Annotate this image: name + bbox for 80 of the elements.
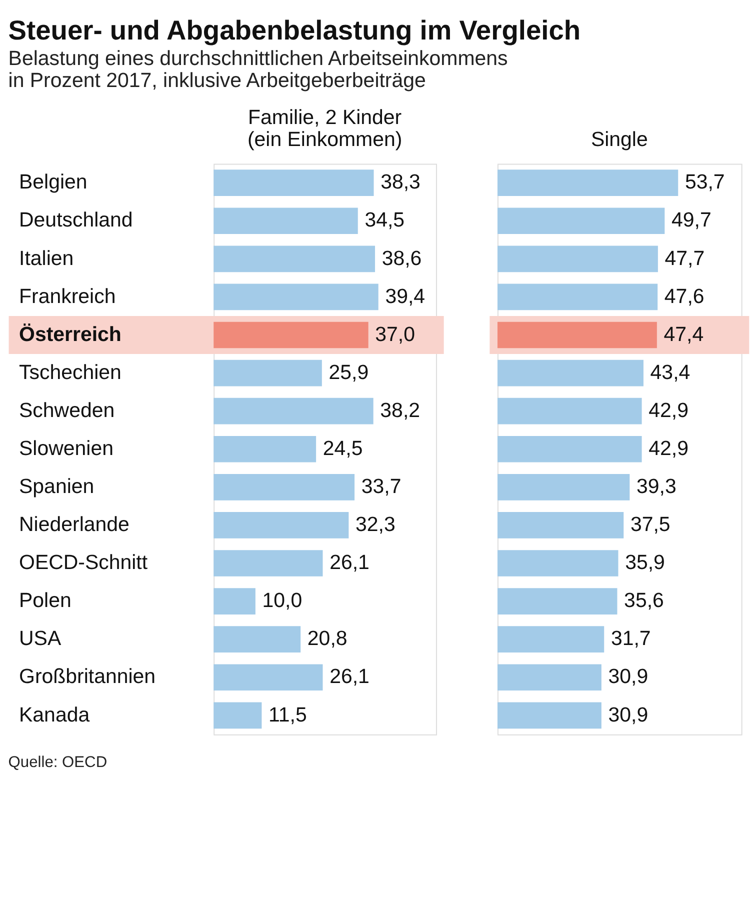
y-tick-label: Schweden (19, 398, 115, 422)
bar (214, 322, 368, 348)
data-label: 20,8 (307, 627, 348, 650)
y-tick-label: Tschechien (19, 360, 122, 384)
y-tick-label: Slowenien (19, 436, 114, 460)
y-tick-label: Großbritannien (19, 665, 156, 688)
bar (214, 284, 378, 310)
y-tick-label: Italien (19, 246, 74, 270)
bar (497, 398, 642, 424)
bar (497, 208, 665, 234)
bar (497, 664, 602, 691)
data-label: 31,7 (610, 627, 651, 650)
data-label: 37,0 (375, 322, 416, 346)
bar (497, 588, 618, 614)
source-note: Quelle: OECD (8, 754, 108, 772)
bar (214, 588, 256, 614)
data-label: 42,9 (648, 398, 688, 422)
y-tick-label: Kanada (19, 703, 90, 726)
data-label: 37,5 (630, 513, 670, 536)
y-tick-label: Niederlande (19, 513, 130, 536)
bar (497, 246, 658, 272)
data-label: 10,0 (262, 589, 302, 612)
y-tick-label: USA (19, 627, 62, 650)
bar (497, 550, 618, 576)
data-label: 38,3 (380, 170, 420, 194)
bar (497, 436, 642, 462)
data-label: 39,4 (385, 284, 426, 308)
data-label: 30,9 (608, 703, 648, 726)
data-label: 35,6 (624, 589, 664, 612)
data-label: 11,5 (268, 703, 307, 726)
bar (214, 474, 355, 500)
data-label: 42,9 (648, 436, 688, 460)
bar (497, 512, 624, 538)
bar (214, 550, 323, 576)
data-label: 26,1 (330, 665, 370, 688)
data-label: 25,9 (328, 360, 369, 384)
data-label: 34,5 (364, 208, 405, 232)
bar (214, 360, 322, 386)
y-tick-label: Belgien (19, 170, 88, 194)
chart-title: Familie, 2 Kinder (ein Einkommen) (247, 106, 402, 152)
bar (214, 246, 376, 272)
bar (497, 702, 602, 729)
data-label: 35,9 (625, 551, 665, 574)
data-label: 38,6 (382, 246, 422, 270)
bar (497, 322, 657, 348)
data-label: 53,7 (684, 170, 725, 194)
y-tick-label: Deutschland (19, 208, 133, 232)
y-tick-label: Polen (19, 589, 72, 612)
bar (497, 284, 658, 310)
bar (214, 512, 349, 538)
data-label: 38,2 (380, 398, 420, 422)
data-label: 43,4 (650, 360, 690, 384)
data-label: 47,4 (664, 322, 704, 346)
data-label: 33,7 (361, 475, 402, 498)
data-label: 32,3 (356, 513, 396, 536)
chart-title: Single (590, 128, 648, 152)
bar (214, 208, 358, 234)
bar (214, 170, 374, 196)
bar (497, 360, 644, 386)
y-tick-label: Spanien (19, 475, 94, 498)
bar (497, 474, 630, 500)
bar (214, 398, 374, 424)
bar (497, 170, 678, 196)
data-label: 24,5 (322, 436, 363, 460)
bar (497, 626, 604, 652)
y-tick-label: Österreich (19, 322, 122, 346)
bar (214, 702, 262, 729)
bar (214, 626, 301, 652)
y-tick-label: OECD-Schnitt (19, 551, 148, 574)
data-label: 47,6 (664, 284, 704, 308)
data-label: 39,3 (636, 475, 676, 498)
data-label: 26,1 (330, 551, 370, 574)
data-label: 30,9 (608, 665, 648, 688)
text: Steuer- und Abgabenbelastung im Vergleich (8, 14, 581, 46)
data-label: 49,7 (671, 208, 712, 232)
bar (214, 664, 323, 691)
text: Belastung eines durchschnittlichen Arbeitseinkommens in Prozent 2017, inklusive Arbeitgeberbeiträge (8, 46, 508, 92)
bar (214, 436, 316, 462)
y-tick-label: Frankreich (19, 284, 116, 308)
data-label: 47,7 (664, 246, 705, 270)
